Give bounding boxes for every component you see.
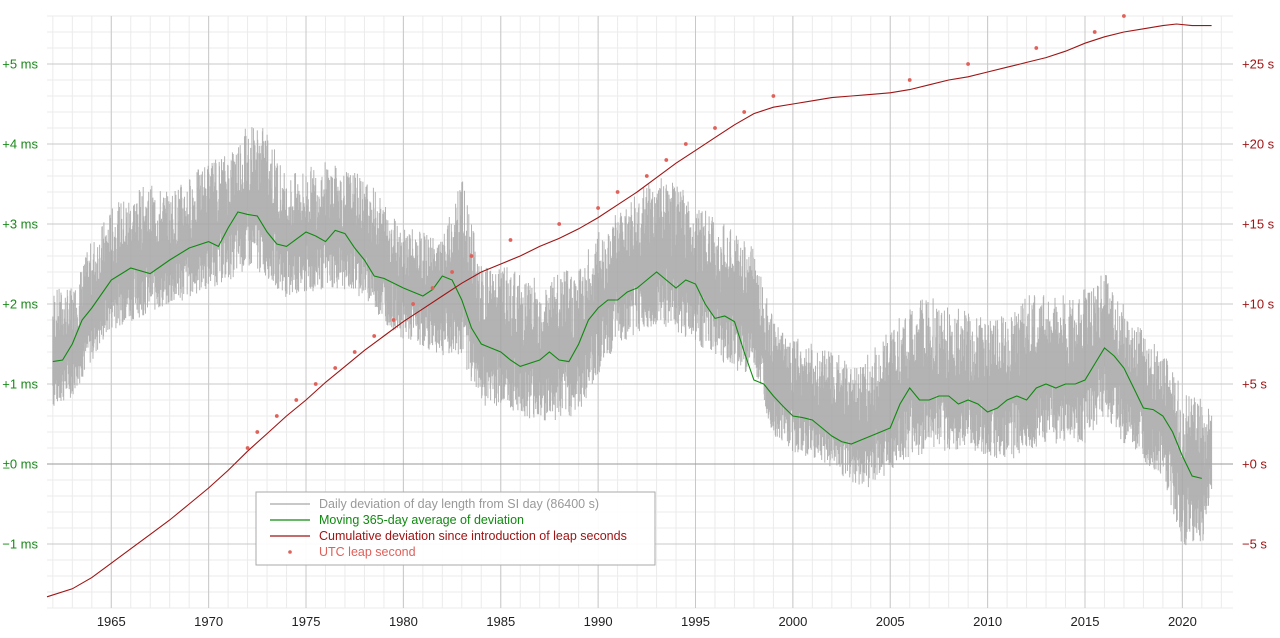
left-tick-label: +3 ms: [2, 217, 38, 232]
leap-second-point: [508, 238, 513, 242]
left-tick-label: +4 ms: [2, 137, 38, 152]
leap-second-point: [274, 414, 279, 418]
leap-second-point: [255, 430, 260, 434]
leap-second-point: [771, 94, 776, 98]
leap-second-point: [294, 398, 299, 402]
leap-second-point: [907, 78, 912, 82]
leap-second-point: [683, 142, 688, 146]
left-tick-label: +1 ms: [2, 377, 38, 392]
right-tick-label: +10 s: [1242, 297, 1275, 312]
legend: Daily deviation of day length from SI da…: [255, 491, 656, 566]
right-tick-label: +15 s: [1242, 217, 1275, 232]
x-tick-label: 2020: [1168, 614, 1197, 629]
leap-second-point: [1034, 46, 1039, 50]
leap-second-point: [352, 350, 357, 354]
x-axis-ticks: 1965 1970 1975 1980 1985 1990 1995 2000 2005 2010…: [97, 614, 1197, 629]
leap-second-point: [333, 366, 338, 370]
leap-second-point: [313, 382, 318, 386]
leap-second-point: [664, 158, 669, 162]
right-tick-label: +25 s: [1242, 57, 1275, 72]
legend-label-leap: UTC leap second: [319, 545, 416, 559]
leap-second-point: [742, 110, 747, 114]
average-deviation-line: [52, 211, 1202, 479]
right-tick-label: +20 s: [1242, 137, 1275, 152]
leap-second-point: [469, 254, 474, 258]
leap-second-point: [596, 206, 600, 210]
legend-box: [255, 491, 656, 566]
x-tick-label: 1985: [486, 614, 515, 629]
daily-deviation-band: [52, 127, 1213, 546]
left-tick-label: ±0 ms: [3, 457, 39, 472]
series-lines: [46, 23, 1212, 598]
leap-second-point: [411, 302, 415, 306]
legend-label-daily: Daily deviation of day length from SI da…: [319, 497, 599, 511]
x-tick-label: 1970: [194, 614, 223, 629]
leap-second-point: [372, 334, 377, 338]
x-tick-label: 1975: [292, 614, 321, 629]
left-tick-label: −1 ms: [2, 537, 38, 552]
leap-second-point: [450, 270, 454, 274]
daily-deviation-marks: [52, 127, 1213, 546]
leap-second-point: [245, 446, 250, 450]
leap-second-point: [1092, 30, 1097, 34]
x-tick-label: 2005: [876, 614, 905, 629]
right-tick-label: +0 s: [1242, 457, 1267, 472]
left-axis-ticks: −1 ms ±0 ms +1 ms +2 ms +3 ms +4 ms +5 ms: [2, 57, 38, 552]
legend-swatch-leap: [288, 550, 292, 554]
leap-second-point: [644, 174, 649, 178]
x-tick-label: 1995: [681, 614, 710, 629]
left-tick-label: +5 ms: [2, 57, 38, 72]
x-tick-label: 2015: [1071, 614, 1100, 629]
leap-second-point: [1122, 14, 1126, 18]
right-axis-ticks: −5 s +0 s +5 s +10 s +15 s +20 s +25 s: [1242, 57, 1275, 552]
x-tick-label: 2010: [973, 614, 1002, 629]
leap-second-point: [966, 62, 970, 66]
leap-second-point: [615, 190, 620, 194]
leap-second-point: [391, 318, 396, 322]
x-tick-label: 1990: [584, 614, 613, 629]
x-tick-label: 1980: [389, 614, 418, 629]
cumulative-deviation-line: [46, 23, 1212, 598]
leap-second-point: [713, 126, 717, 130]
leap-second-point: [557, 222, 562, 226]
legend-label-average: Moving 365-day average of deviation: [319, 513, 524, 527]
right-tick-label: −5 s: [1242, 537, 1267, 552]
leap-second-points: [245, 14, 1126, 450]
legend-label-cumulative: Cumulative deviation since introduction …: [319, 529, 627, 543]
x-tick-label: 1965: [97, 614, 126, 629]
left-tick-label: +2 ms: [2, 297, 38, 312]
x-tick-label: 2000: [778, 614, 807, 629]
leap-second-point: [430, 286, 435, 290]
right-tick-label: +5 s: [1242, 377, 1267, 392]
